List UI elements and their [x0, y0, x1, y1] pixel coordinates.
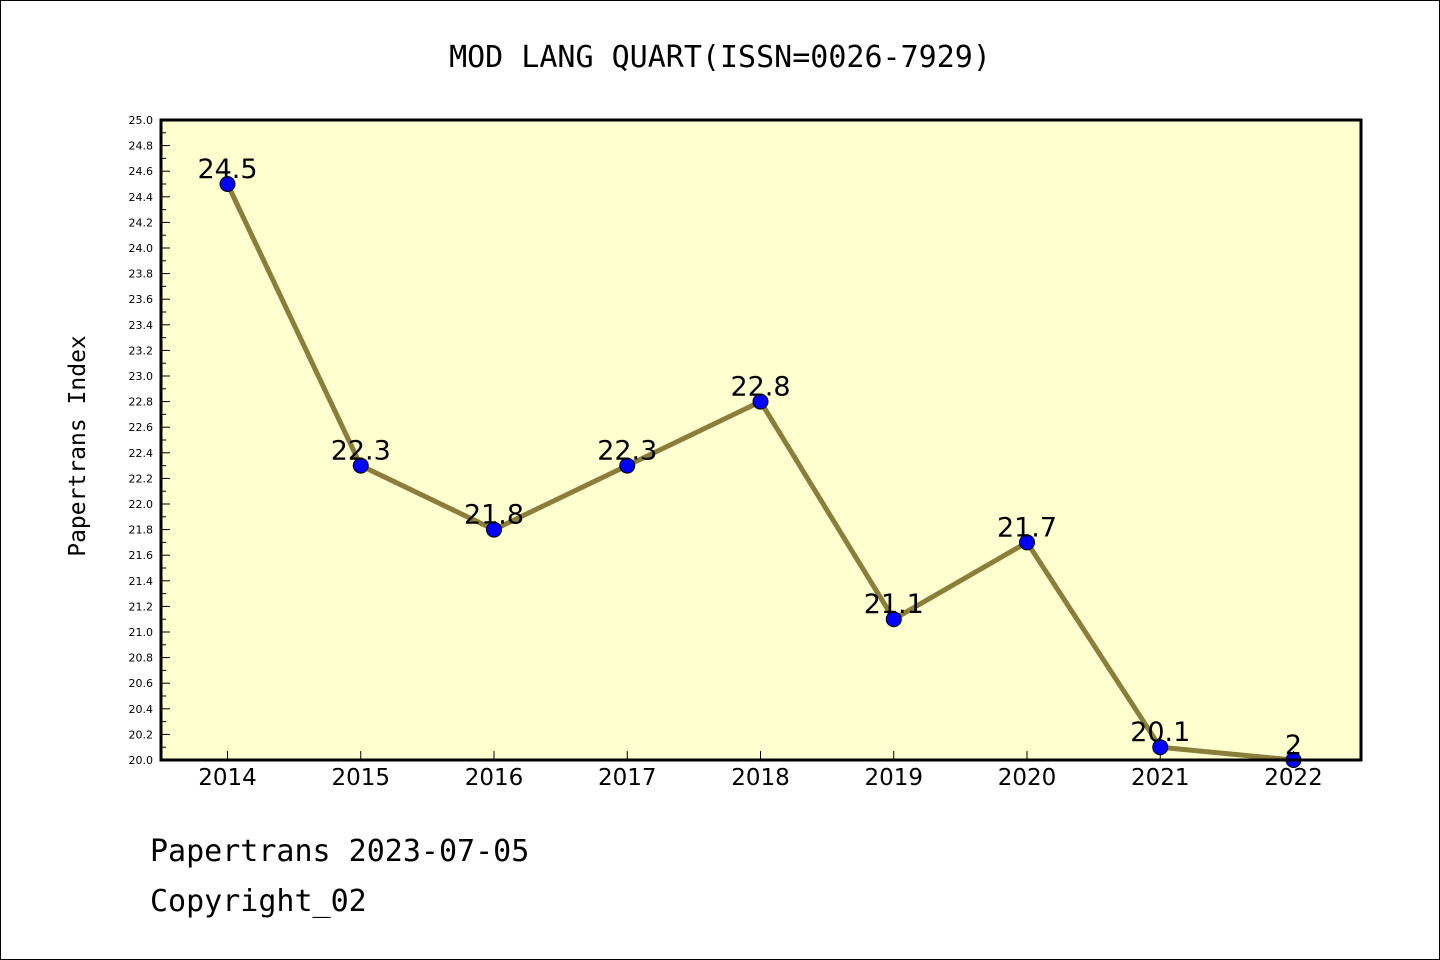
data-point: [1152, 739, 1169, 756]
data-point: [486, 521, 502, 538]
y-tick-label: 25.0: [129, 114, 154, 127]
data-label: 22.3: [331, 436, 391, 467]
y-tick-label: 22.2: [129, 472, 154, 485]
chart-title: MOD LANG QUART(ISSN=0026-7929): [449, 40, 991, 75]
y-tick-label: 20.8: [129, 652, 154, 665]
y-tick-label: 20.0: [129, 754, 154, 767]
y-tick-label: 22.4: [129, 447, 154, 460]
x-axis: 2014 2015 2016 2017 2018 2019 2020 2021 2022: [198, 751, 1323, 791]
y-tick-label: 22.8: [129, 396, 154, 409]
x-tick-label: 2018: [731, 765, 790, 791]
data-point: [885, 611, 902, 628]
x-tick-label: 2015: [331, 765, 390, 791]
data-label: 24.5: [197, 154, 257, 185]
y-tick-label: 23.6: [129, 293, 154, 306]
data-point: [1019, 534, 1035, 551]
y-tick-label: 22.0: [129, 498, 154, 511]
y-axis-label: Papertrans Index: [65, 335, 91, 557]
data-point: [752, 393, 769, 410]
x-tick-label: 2019: [864, 765, 923, 791]
data-point: [352, 457, 369, 474]
data-label: 22.3: [597, 436, 657, 467]
y-tick-label: 21.0: [129, 626, 154, 639]
x-tick-label: 2016: [465, 765, 524, 791]
y-tick-label: 20.4: [129, 703, 154, 716]
footer-copyright: Copyright_02: [150, 884, 367, 919]
data-label: 2: [1285, 730, 1302, 761]
plot-area: [161, 120, 1361, 760]
y-tick-label: 21.4: [129, 575, 154, 588]
plot-border: [159, 118, 1363, 762]
y-tick-label: 24.2: [129, 216, 154, 229]
y-tick-label: 23.8: [129, 268, 154, 281]
y-tick-label: 24.4: [129, 191, 154, 204]
y-tick-label: 21.8: [129, 524, 154, 537]
series-layer: 24.5 22.3 21.8 22.3 22.8 21.1 21.7 20.1 2: [197, 154, 1302, 768]
data-point: [619, 457, 636, 474]
y-tick-label: 22.6: [129, 421, 154, 434]
y-tick-label: 20.2: [129, 728, 154, 741]
data-label: 21.1: [864, 589, 924, 620]
x-tick-label: 2022: [1264, 765, 1323, 791]
y-tick-label: 21.6: [129, 549, 154, 562]
y-tick-label: 24.6: [129, 165, 154, 178]
y-axis: 20.0 20.2 20.4 20.6 20.8 21.0 21.2 21.4 21.6 21.8…: [129, 114, 170, 767]
y-tick-label: 24.0: [129, 242, 154, 255]
data-point: [219, 176, 236, 192]
y-tick-label: 23.0: [129, 370, 154, 383]
data-label: 21.7: [997, 512, 1057, 543]
x-tick-label: 2017: [598, 765, 657, 791]
data-label: 21.8: [464, 500, 524, 531]
footer-date: Papertrans 2023-07-05: [150, 834, 530, 869]
y-tick-label: 24.8: [129, 140, 154, 153]
data-label: 20.1: [1130, 717, 1190, 748]
data-label: 22.8: [730, 372, 790, 403]
x-tick-label: 2020: [998, 765, 1057, 791]
y-tick-label: 20.6: [129, 677, 154, 690]
x-tick-label: 2021: [1131, 765, 1190, 791]
y-tick-label: 23.2: [129, 344, 154, 357]
y-tick-label: 21.2: [129, 600, 154, 613]
x-tick-label: 2014: [198, 765, 257, 791]
y-tick-label: 23.4: [129, 319, 154, 332]
